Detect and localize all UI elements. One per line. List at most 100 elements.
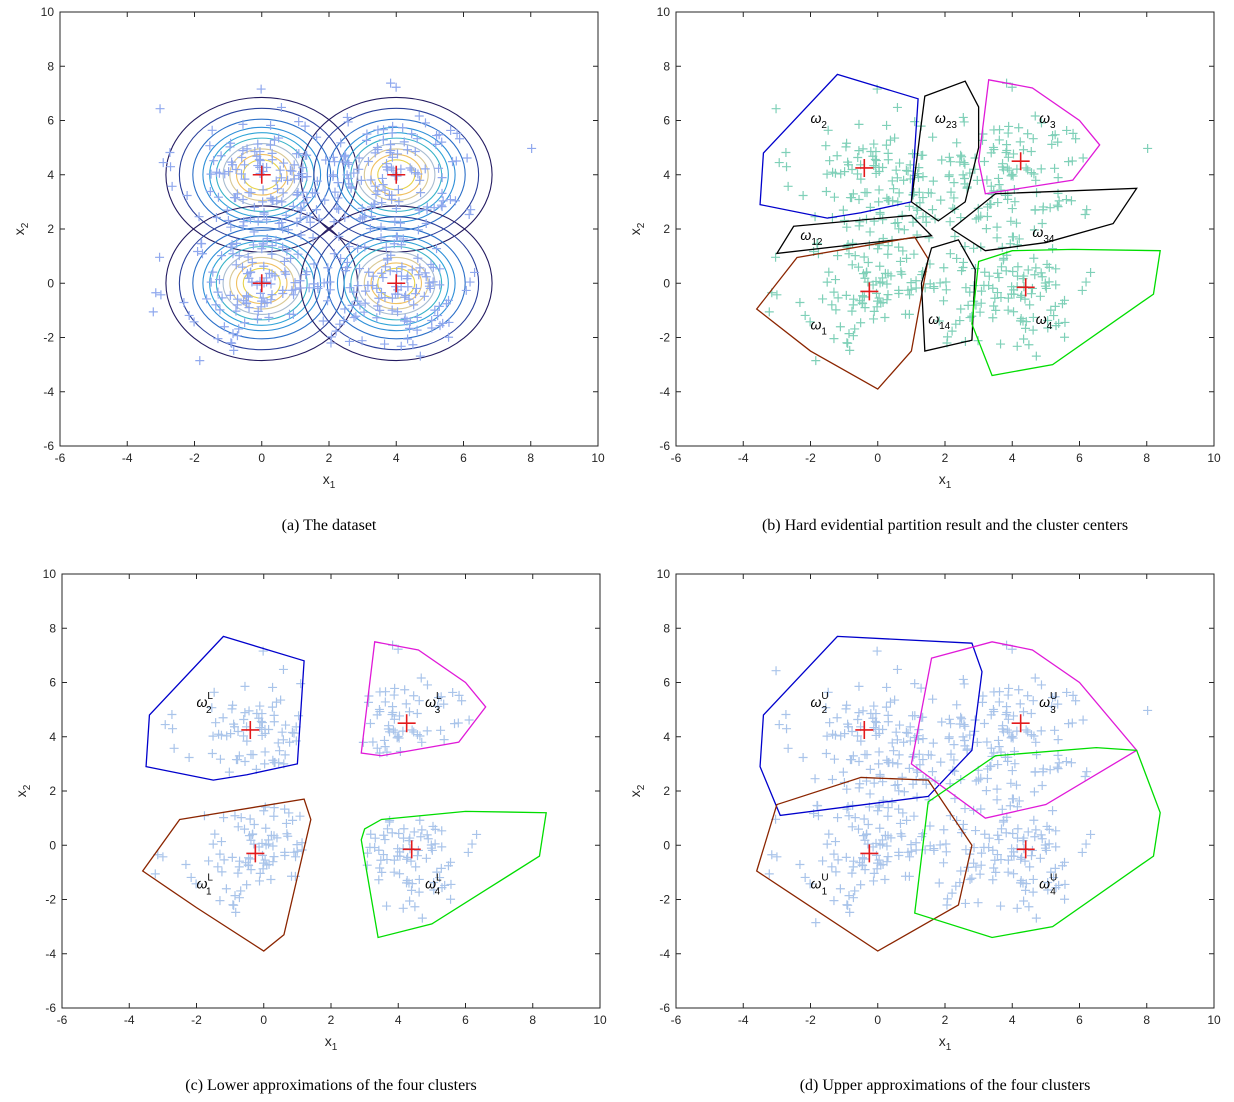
- data-point: [1008, 829, 1018, 839]
- data-point: [1086, 829, 1096, 839]
- data-point: [1051, 826, 1061, 836]
- plot-content: [148, 78, 537, 366]
- panel-caption: (b) Hard evidential partition result and…: [762, 517, 1128, 534]
- data-point: [829, 192, 839, 202]
- data-point: [1044, 262, 1054, 272]
- data-point: [869, 139, 879, 149]
- data-point: [800, 310, 810, 320]
- data-point: [229, 722, 239, 732]
- data-point: [821, 187, 831, 197]
- data-point: [849, 856, 859, 866]
- data-point: [291, 852, 301, 862]
- data-point: [1064, 719, 1074, 729]
- data-point: [426, 843, 436, 853]
- data-point: [1066, 196, 1076, 206]
- data-point: [378, 273, 388, 283]
- x-tick-label: -6: [671, 451, 682, 465]
- data-point: [308, 233, 318, 243]
- data-point: [988, 283, 998, 293]
- data-point: [275, 746, 285, 756]
- data-point: [284, 808, 294, 818]
- data-point: [840, 729, 850, 739]
- data-point: [905, 736, 915, 746]
- data-point: [298, 163, 308, 173]
- data-point: [292, 190, 302, 200]
- data-point: [823, 125, 833, 135]
- cluster-center-3: [246, 844, 265, 863]
- data-point: [869, 161, 879, 171]
- data-point: [150, 869, 160, 879]
- data-point: [1035, 853, 1045, 863]
- data-point: [266, 193, 276, 203]
- data-point: [435, 321, 445, 331]
- data-point: [772, 290, 782, 300]
- data-point: [1044, 839, 1054, 849]
- y-tick-label: 10: [657, 5, 671, 19]
- data-point: [976, 773, 986, 783]
- cluster-center-1: [855, 158, 874, 177]
- data-point: [959, 679, 969, 689]
- data-point: [946, 187, 956, 197]
- data-point: [344, 336, 354, 346]
- data-point: [165, 147, 175, 157]
- cluster-label-2: ωU 3: [1039, 691, 1057, 716]
- data-point: [897, 772, 907, 782]
- data-point: [448, 687, 458, 697]
- x-axis-label: x1: [939, 471, 952, 491]
- data-point: [435, 264, 445, 274]
- data-point: [378, 135, 388, 145]
- data-point: [193, 246, 203, 256]
- data-point: [822, 277, 832, 287]
- data-point: [305, 212, 315, 222]
- data-point: [908, 217, 918, 227]
- data-point: [893, 759, 903, 769]
- data-point: [850, 251, 860, 261]
- data-point: [389, 690, 399, 700]
- data-point: [274, 133, 284, 143]
- data-point: [946, 749, 956, 759]
- data-point: [393, 185, 403, 195]
- data-point: [275, 165, 285, 175]
- data-point: [1026, 168, 1036, 178]
- data-point: [822, 731, 832, 741]
- data-point: [1007, 766, 1017, 776]
- data-point: [288, 201, 298, 211]
- data-point: [764, 869, 774, 879]
- data-point: [783, 181, 793, 191]
- cluster-center-4: [402, 840, 421, 859]
- cluster-label-4: ωU 4: [1039, 873, 1057, 898]
- data-point: [1036, 164, 1046, 174]
- data-point: [959, 720, 969, 730]
- data-point: [353, 296, 363, 306]
- data-point: [878, 796, 888, 806]
- data-point: [290, 278, 300, 288]
- data-point: [454, 690, 464, 700]
- data-point: [910, 679, 920, 689]
- data-point: [267, 241, 277, 251]
- data-point: [218, 713, 228, 723]
- panel-caption: (d) Upper approximations of the four clu…: [800, 1077, 1091, 1094]
- data-point: [208, 267, 218, 277]
- data-point: [914, 187, 924, 197]
- data-point: [958, 112, 968, 122]
- cluster-label-3: ω3: [1039, 110, 1056, 131]
- data-point: [874, 802, 884, 812]
- data-point: [354, 153, 364, 163]
- data-point: [848, 331, 858, 341]
- data-point: [973, 898, 983, 908]
- data-point: [277, 197, 287, 207]
- data-point: [847, 755, 857, 765]
- panel-3: ωL 2 ωL 3 ωL 1 ωL 4 -6 -4 -2 0 2 4 6 8 10 -6 -4 -2 0 2 4 6 8 10 x1…: [13, 567, 607, 1094]
- data-point: [960, 898, 970, 908]
- cluster-center-2: [1011, 714, 1030, 733]
- data-point: [811, 356, 821, 366]
- data-point: [771, 252, 781, 262]
- data-point: [895, 818, 905, 828]
- data-point: [222, 205, 232, 215]
- data-point: [215, 754, 225, 764]
- x-tick-label: 8: [1143, 451, 1150, 465]
- data-point: [1015, 699, 1025, 709]
- data-point: [226, 242, 236, 252]
- data-point: [935, 278, 945, 288]
- data-point: [231, 907, 241, 917]
